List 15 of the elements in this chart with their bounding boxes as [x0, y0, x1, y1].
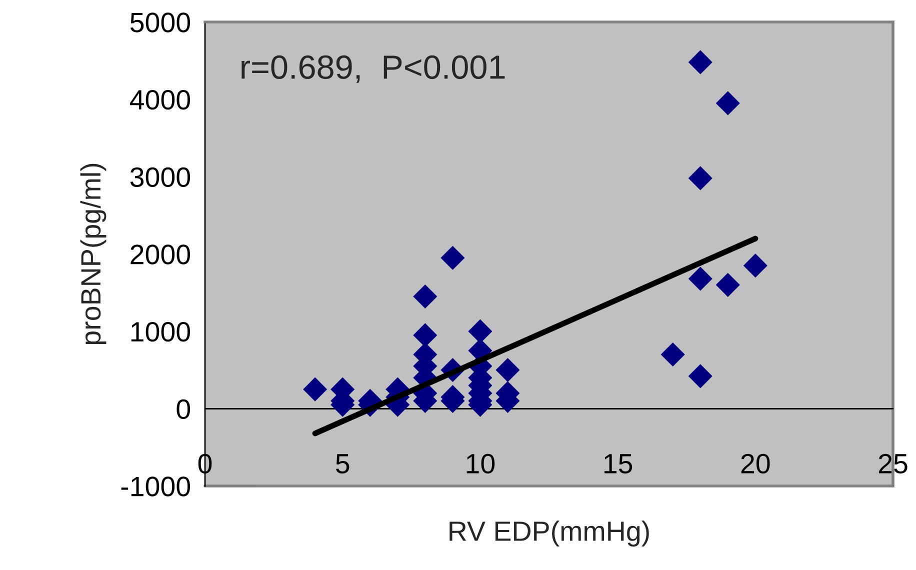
y-axis-title: proBNP(pg/ml): [80, 164, 106, 344]
y-tick-label: 0: [176, 399, 190, 420]
x-tick-label: 25: [878, 454, 908, 474]
y-tick-label: 3000: [130, 167, 190, 188]
x-tick-label: 20: [741, 454, 770, 474]
x-tick-label: 5: [336, 454, 350, 474]
y-tick-label: 5000: [130, 12, 190, 32]
y-tick-label: 2000: [130, 244, 190, 264]
y-tick-label: 1000: [131, 322, 190, 342]
annotation: r=0.689, P<0.001: [242, 55, 505, 83]
x-tick-label: 15: [604, 454, 632, 474]
y-tick-label: -1000: [121, 476, 190, 496]
x-tick-label: 10: [466, 454, 495, 474]
x-axis-title: RV EDP(mmHg): [450, 520, 649, 547]
y-tick-label: 4000: [130, 90, 190, 110]
